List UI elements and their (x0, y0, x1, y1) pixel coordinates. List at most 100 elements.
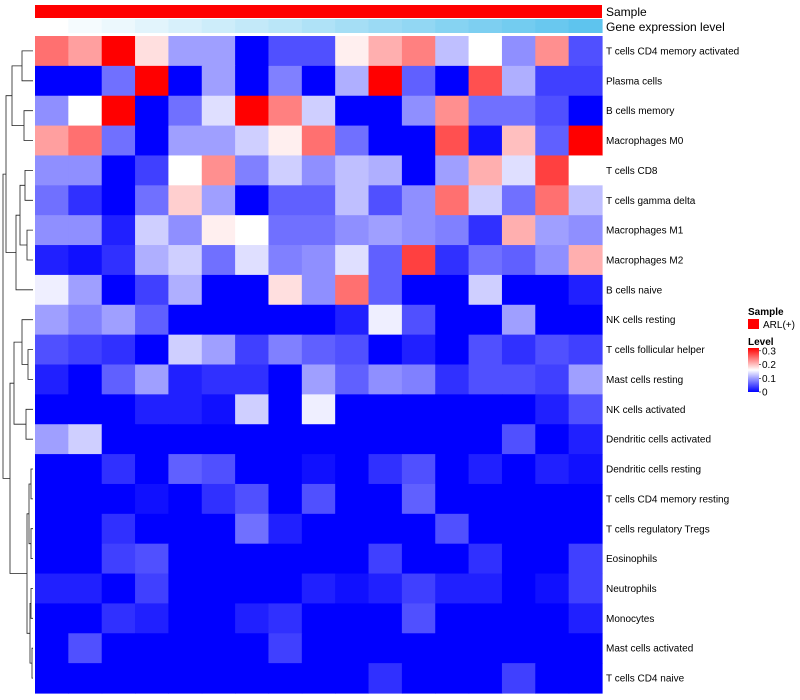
heatmap-cell (135, 513, 170, 545)
heatmap-cell (235, 304, 270, 336)
legend-sample-title: Sample (748, 307, 784, 318)
legend: Sample ARL(+) Level 0.3 0.2 0.1 0 (748, 307, 795, 399)
dendrogram-branch (26, 229, 33, 261)
row-label: NK cells resting (606, 315, 675, 326)
heatmap-cell (268, 245, 303, 276)
heatmap-cell (135, 364, 170, 395)
heatmap-cell (368, 513, 403, 545)
heatmap-cell (68, 36, 103, 67)
heatmap-cell (335, 95, 370, 127)
heatmap-cell (368, 185, 403, 216)
heatmap-cell (235, 364, 270, 395)
expression-annotation-cell (68, 19, 103, 33)
heatmap-cell (135, 274, 170, 306)
expression-annotation-cell (468, 19, 503, 33)
heatmap-cell (268, 65, 303, 97)
heatmap-cell (568, 65, 603, 97)
heatmap-cell (68, 125, 103, 157)
heatmap-cell (268, 573, 303, 605)
heatmap-cell (168, 454, 203, 485)
heatmap-cell (535, 513, 570, 545)
heatmap-cell (168, 663, 203, 694)
heatmap-cell (168, 513, 203, 545)
row-label: Macrophages M0 (606, 136, 684, 147)
heatmap-cell (68, 603, 103, 634)
heatmap-cell (301, 65, 336, 97)
heatmap-cell (168, 424, 203, 455)
expression-annotation-cell (301, 19, 336, 33)
heatmap-cell (235, 424, 270, 455)
heatmap-cell (35, 364, 69, 395)
heatmap-cell (335, 663, 370, 694)
heatmap-cell (435, 424, 470, 455)
row-label: Eosinophils (606, 554, 657, 565)
heatmap-cell (368, 215, 403, 246)
dendrogram-branch (25, 408, 33, 440)
dendrogram-branch (13, 341, 26, 425)
heatmap-cell (368, 573, 403, 605)
expression-annotation-cell (101, 19, 136, 33)
heatmap-cell (535, 633, 570, 664)
heatmap-cell (568, 573, 603, 605)
heatmap-cell (268, 125, 303, 157)
heatmap-cell (568, 334, 603, 366)
heatmap-cell (368, 603, 403, 634)
heatmap-cell (501, 603, 536, 634)
heatmap-cell (335, 125, 370, 157)
heatmap-cell (335, 483, 370, 515)
row-label: Macrophages M1 (606, 226, 684, 237)
heatmap-cell (368, 125, 403, 157)
heatmap-cell (335, 274, 370, 306)
heatmap-cell (335, 454, 370, 485)
heatmap-cell (501, 483, 536, 515)
heatmap-cell (568, 245, 603, 276)
heatmap-cell (401, 483, 436, 515)
heatmap-cell (101, 483, 136, 515)
heatmap-cell (68, 245, 103, 276)
heatmap-cell (101, 155, 136, 186)
heatmap-cell (401, 215, 436, 246)
heatmap-cell (68, 483, 103, 515)
heatmap-cell (501, 65, 536, 97)
expression-annotation-cell (335, 19, 370, 33)
heatmap-cell (435, 185, 470, 216)
heatmap-cell (301, 663, 336, 694)
expression-annotation-cell (435, 19, 470, 33)
dendrogram-branch (30, 528, 33, 559)
heatmap-cell (201, 65, 236, 97)
dendrogram-branch (2, 173, 10, 479)
dendrogram-branch (30, 468, 33, 500)
heatmap-cell (335, 36, 370, 67)
heatmap-cell (501, 364, 536, 395)
heatmap-cell (568, 304, 603, 336)
heatmap-cell (135, 185, 170, 216)
heatmap-cell (501, 245, 536, 276)
heatmap-cell (235, 215, 270, 246)
heatmap-cell (35, 663, 69, 694)
heatmap-cell (468, 274, 503, 306)
expression-annotation-cell (501, 19, 536, 33)
heatmap-cell (368, 663, 403, 694)
heatmap-cell (435, 95, 470, 127)
heatmap-cell (235, 543, 270, 575)
heatmap-cell (301, 454, 336, 485)
heatmap-cell (201, 663, 236, 694)
heatmap-cell (68, 513, 103, 545)
expression-annotation-cell (268, 19, 303, 33)
heatmap-cell (468, 95, 503, 127)
heatmap-cell (401, 274, 436, 306)
heatmap-cell (268, 364, 303, 395)
expression-annotation-cell (135, 19, 170, 33)
heatmap-cell (101, 36, 136, 67)
heatmap-cell (35, 424, 69, 455)
heatmap-cell (101, 215, 136, 246)
heatmap-cell (268, 663, 303, 694)
heatmap-cell (401, 95, 436, 127)
heatmap-cell (301, 513, 336, 545)
heatmap-cell (201, 36, 236, 67)
heatmap-cell (535, 215, 570, 246)
heatmap-cell (301, 364, 336, 395)
heatmap-cell (135, 573, 170, 605)
heatmap-cell (501, 95, 536, 127)
sample-annotation-label: Sample (606, 5, 647, 19)
